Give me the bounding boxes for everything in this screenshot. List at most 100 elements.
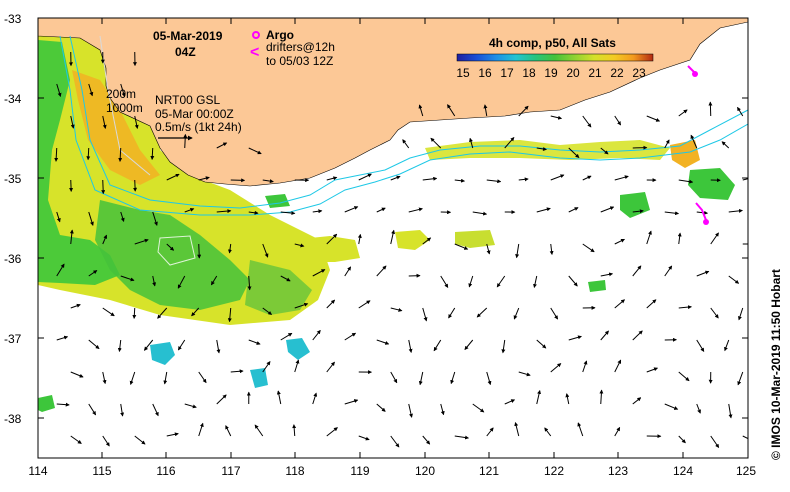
current-arrow — [430, 137, 442, 149]
current-arrow — [216, 339, 221, 354]
colorbar-tick-label: 20 — [566, 66, 580, 80]
sst-patch-cyan-spot — [150, 342, 175, 365]
lat-label: -34 — [4, 92, 22, 106]
current-arrow — [728, 275, 740, 284]
current-arrow — [476, 307, 488, 318]
colorbar-tick-label: 18 — [522, 66, 536, 80]
current-arrow — [710, 435, 720, 449]
current-arrow — [143, 339, 154, 351]
current-arrow — [664, 211, 680, 216]
current-arrow — [448, 307, 456, 319]
current-arrow — [468, 275, 474, 288]
current-arrow — [486, 179, 502, 184]
current-arrow — [550, 307, 559, 320]
current-arrow — [390, 307, 403, 312]
colorbar-tick-label: 16 — [478, 66, 492, 80]
current-arrow — [56, 211, 61, 223]
argo-track-ne — [687, 65, 695, 73]
current-arrow — [418, 104, 424, 117]
current-arrow — [577, 422, 584, 437]
current-arrow — [198, 371, 207, 384]
current-arrow — [152, 403, 159, 417]
lon-label: 121 — [479, 464, 499, 478]
current-arrow — [357, 233, 362, 245]
current-arrow — [280, 275, 291, 282]
current-arrow — [129, 371, 136, 386]
current-arrow — [344, 399, 359, 405]
lon-label: 124 — [673, 464, 693, 478]
colorbar-tick-label: 21 — [588, 66, 602, 80]
current-arrow — [664, 139, 670, 149]
current-arrow — [88, 83, 94, 97]
current-arrow — [120, 403, 125, 417]
current-arrow — [536, 147, 547, 151]
argo-marker — [692, 71, 698, 77]
current-arrow — [88, 270, 98, 277]
current-arrow — [117, 339, 122, 353]
current-arrow — [157, 307, 168, 319]
current-arrow — [134, 115, 139, 129]
lon-label: 114 — [28, 464, 47, 478]
current-arrow — [632, 209, 644, 214]
current-arrow — [294, 359, 300, 373]
current-arrow — [696, 270, 710, 277]
current-arrow — [408, 207, 423, 213]
current-arrow — [550, 115, 563, 120]
lon-label: 122 — [544, 464, 564, 478]
current-arrow — [418, 371, 424, 386]
current-arrow — [88, 403, 97, 416]
current-arrow — [737, 371, 744, 386]
current-arrow — [600, 147, 609, 155]
colorbar-ticks: 15 16 17 18 19 20 21 22 23 — [456, 66, 646, 80]
lat-label: -33 — [4, 12, 22, 26]
current-arrow — [88, 211, 94, 226]
current-arrow — [118, 147, 123, 162]
isobath-1000m — [59, 35, 748, 216]
current-arrow — [678, 109, 688, 117]
current-arrow — [54, 147, 59, 162]
current-arrow — [690, 134, 698, 149]
current-arrow — [464, 339, 474, 351]
colorbar-tick-label: 15 — [456, 66, 470, 80]
sst-patch-green-small-2 — [588, 280, 606, 292]
current-arrow — [247, 275, 252, 291]
current-arrow — [376, 207, 386, 213]
current-arrow — [549, 243, 554, 256]
current-arrow — [646, 230, 652, 245]
isobath-gray-2 — [157, 235, 196, 266]
current-arrow — [728, 208, 743, 213]
current-arrow — [326, 176, 338, 181]
current-arrow — [536, 339, 547, 349]
current-arrow — [614, 238, 625, 245]
sst-patch-shelf-bight — [425, 140, 670, 160]
current-arrow — [518, 105, 529, 117]
current-arrow — [724, 339, 730, 352]
scale-label: 0.5m/s (1kt 24h) — [155, 120, 242, 134]
current-arrow — [433, 339, 442, 352]
isobath-1000-label: 1000m — [106, 101, 143, 115]
lon-label: 123 — [608, 464, 628, 478]
current-arrow — [102, 307, 115, 317]
current-arrow — [422, 176, 438, 181]
current-arrow — [408, 339, 413, 353]
current-arrow — [132, 307, 137, 319]
current-arrow — [677, 232, 682, 245]
current-arrow — [678, 435, 686, 444]
current-arrow — [440, 403, 445, 416]
sst-patch-green-small — [38, 395, 55, 412]
lon-label: 116 — [156, 464, 175, 478]
colorbar-tick-label: 23 — [632, 66, 646, 80]
colorbar-tick-label: 19 — [544, 66, 558, 80]
current-arrow — [514, 421, 520, 437]
current-arrow — [422, 435, 431, 445]
current-arrow — [102, 234, 108, 245]
sst-patch-orange-east — [670, 140, 700, 168]
current-arrow — [664, 265, 673, 277]
current-arrow — [248, 210, 259, 215]
current-arrow — [102, 435, 110, 447]
current-arrow — [70, 115, 75, 129]
current-arrow — [664, 403, 679, 410]
current-arrow — [550, 363, 562, 373]
current-arrow — [614, 299, 626, 309]
current-arrow — [742, 435, 748, 441]
